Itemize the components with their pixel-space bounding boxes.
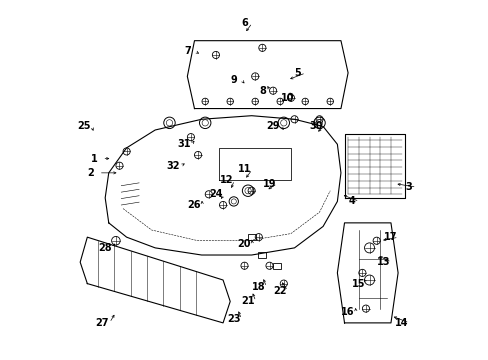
Text: 4: 4 bbox=[347, 197, 354, 206]
Text: 22: 22 bbox=[273, 286, 286, 296]
Text: 18: 18 bbox=[251, 282, 265, 292]
Text: 12: 12 bbox=[220, 175, 233, 185]
Text: 13: 13 bbox=[376, 257, 390, 267]
Bar bbox=[258, 252, 266, 258]
Text: 1: 1 bbox=[91, 154, 98, 163]
Text: 27: 27 bbox=[95, 318, 108, 328]
Text: 28: 28 bbox=[98, 243, 112, 253]
Text: 20: 20 bbox=[237, 239, 251, 249]
Text: 24: 24 bbox=[209, 189, 222, 199]
Text: 3: 3 bbox=[405, 182, 411, 192]
Text: 16: 16 bbox=[341, 307, 354, 317]
Bar bbox=[272, 263, 280, 269]
Text: 26: 26 bbox=[187, 200, 201, 210]
Text: 2: 2 bbox=[87, 168, 94, 178]
Text: 25: 25 bbox=[77, 121, 90, 131]
Text: 5: 5 bbox=[294, 68, 301, 78]
Text: 14: 14 bbox=[394, 318, 407, 328]
Text: 8: 8 bbox=[258, 86, 265, 96]
Text: 6: 6 bbox=[241, 18, 247, 28]
Text: 29: 29 bbox=[266, 121, 279, 131]
Text: 9: 9 bbox=[230, 75, 237, 85]
Text: 21: 21 bbox=[241, 296, 254, 306]
Text: 23: 23 bbox=[226, 314, 240, 324]
Text: 15: 15 bbox=[351, 279, 365, 289]
Text: 7: 7 bbox=[183, 46, 190, 57]
Text: 30: 30 bbox=[308, 121, 322, 131]
Text: 32: 32 bbox=[166, 161, 180, 171]
Text: 31: 31 bbox=[177, 139, 190, 149]
Bar bbox=[247, 234, 255, 240]
Text: 10: 10 bbox=[280, 93, 293, 103]
Text: 11: 11 bbox=[237, 164, 251, 174]
Text: 17: 17 bbox=[384, 232, 397, 242]
Text: 19: 19 bbox=[262, 179, 276, 189]
